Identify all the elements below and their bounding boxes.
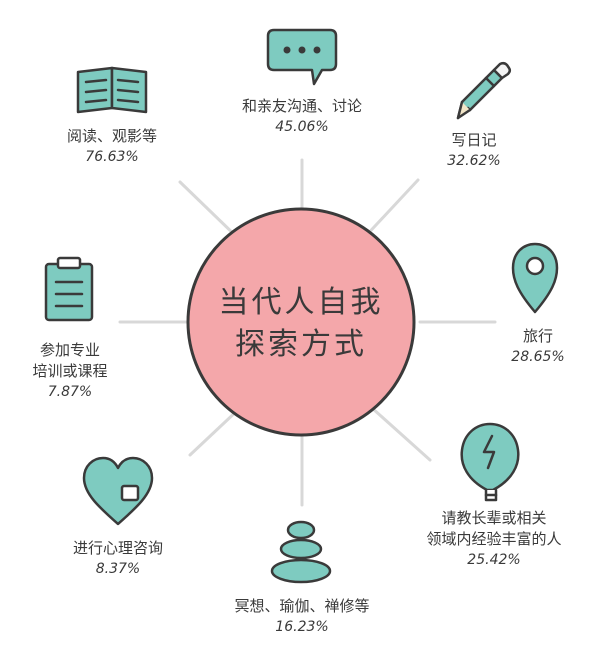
- label-training: 参加专业 培训或课程 7.87%: [32, 340, 107, 403]
- label-text: 阅读、观影等: [66, 127, 158, 145]
- label-percent: 45.06%: [275, 119, 329, 135]
- spoke-top-right: [360, 178, 420, 242]
- label-communicate: 和亲友沟通、讨论 45.06%: [242, 96, 362, 138]
- spoke-bottom-left: [188, 406, 242, 457]
- pencil-icon: [456, 61, 512, 120]
- stacked-stones-icon: [270, 520, 332, 584]
- label-percent: 25.42%: [467, 552, 521, 568]
- spokes: [118, 158, 497, 507]
- chat-bubble-icon: [266, 28, 338, 86]
- label-meditation: 冥想、瑜伽、禅修等 16.23%: [234, 596, 369, 638]
- center-title: 当代人自我 探索方式: [219, 282, 384, 366]
- label-reading: 阅读、观影等 76.63%: [67, 126, 157, 168]
- map-pin-icon: [511, 242, 559, 314]
- spoke-bottom-right: [370, 406, 432, 462]
- label-percent: 76.63%: [85, 149, 139, 165]
- spoke-top-left: [178, 180, 242, 242]
- label-percent: 28.65%: [511, 349, 565, 365]
- heart-icon: [82, 456, 154, 526]
- open-book-icon: [76, 66, 148, 114]
- label-text: 写日记: [451, 131, 497, 149]
- clipboard-icon: [44, 256, 94, 322]
- label-counseling: 进行心理咨询 8.37%: [73, 538, 163, 580]
- label-percent: 7.87%: [47, 384, 93, 400]
- label-percent: 8.37%: [95, 561, 141, 577]
- label-text: 和亲友沟通、讨论: [241, 97, 363, 115]
- label-travel: 旅行 28.65%: [511, 326, 564, 368]
- label-diary: 写日记 32.62%: [447, 130, 500, 172]
- label-percent: 32.62%: [447, 153, 501, 169]
- label-text-2: 培训或课程: [32, 362, 108, 380]
- label-text: 参加专业: [39, 341, 101, 359]
- center-title-line1: 当代人自我: [218, 285, 384, 320]
- label-text: 旅行: [522, 327, 554, 345]
- label-text: 请教长辈或相关: [441, 509, 547, 527]
- lightbulb-icon: [460, 422, 520, 502]
- center-circle: [186, 207, 416, 437]
- label-consult-elders: 请教长辈或相关 领域内经验丰富的人 25.42%: [426, 508, 561, 571]
- label-text: 冥想、瑜伽、禅修等: [234, 597, 370, 615]
- label-text: 进行心理咨询: [72, 539, 164, 557]
- label-percent: 16.23%: [275, 619, 329, 635]
- label-text-2: 领域内经验丰富的人: [426, 530, 562, 548]
- center-title-line2: 探索方式: [235, 327, 367, 362]
